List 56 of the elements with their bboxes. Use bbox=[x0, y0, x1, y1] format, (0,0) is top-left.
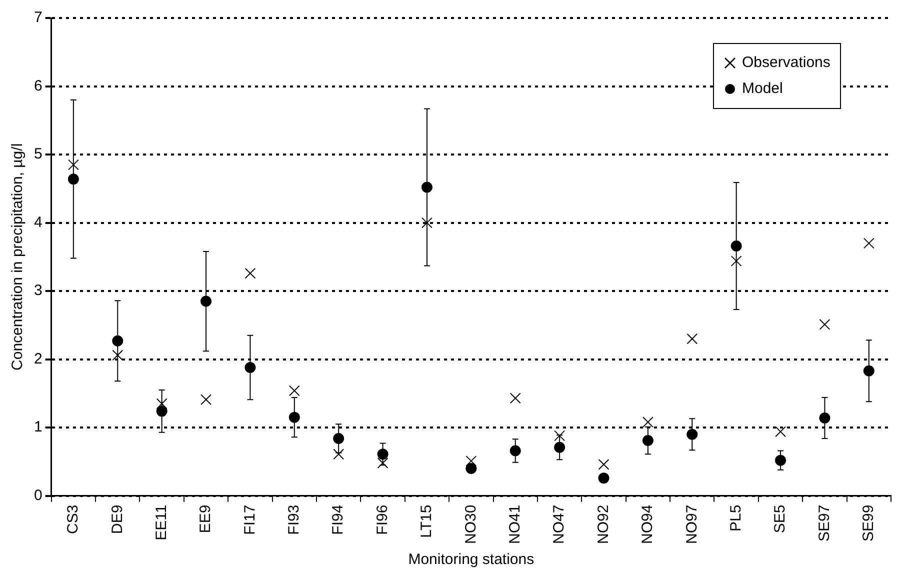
y-tick-label: 6 bbox=[34, 77, 42, 94]
x-tick-label: LT15 bbox=[418, 504, 436, 538]
x-tick-label: NO47 bbox=[550, 504, 568, 544]
x-tick-label: PL5 bbox=[727, 504, 744, 532]
x-tick-label: SE97 bbox=[816, 504, 833, 542]
y-tick-label: 7 bbox=[34, 9, 42, 26]
x-axis-title: Monitoring stations bbox=[408, 551, 534, 568]
x-tick-label: SE5 bbox=[772, 504, 789, 534]
point bbox=[775, 426, 786, 438]
point bbox=[598, 458, 610, 470]
point bbox=[68, 174, 79, 185]
point bbox=[68, 159, 79, 170]
x-tick-label: NO97 bbox=[683, 504, 700, 544]
x-tick-label: NO94 bbox=[639, 504, 656, 544]
point bbox=[244, 268, 256, 279]
point bbox=[200, 394, 212, 406]
point bbox=[554, 430, 566, 442]
point bbox=[819, 319, 830, 330]
x-tick-label: DE9 bbox=[108, 504, 126, 534]
point bbox=[863, 238, 874, 249]
x-tick-label: FI17 bbox=[241, 504, 258, 535]
x-tick-label: NO30 bbox=[462, 504, 480, 544]
legend-label: Model bbox=[742, 80, 783, 97]
x-tick-label: CS3 bbox=[64, 504, 82, 534]
y-tick-label: 1 bbox=[34, 418, 42, 436]
legend-label: Observations bbox=[742, 54, 830, 71]
point bbox=[466, 456, 477, 466]
point bbox=[730, 256, 742, 266]
x-tick-label: SE99 bbox=[860, 504, 878, 542]
point bbox=[333, 432, 344, 444]
point bbox=[422, 217, 432, 228]
point bbox=[112, 350, 124, 361]
x-tick-label: FI94 bbox=[330, 504, 347, 535]
y-tick-label: 0 bbox=[34, 486, 42, 504]
y-tick-label: 2 bbox=[34, 350, 42, 368]
y-tick-label: 4 bbox=[34, 214, 42, 231]
y-axis-title: Concentration in precipitation, µg/l bbox=[9, 143, 26, 370]
x-tick-label: EE11 bbox=[152, 504, 170, 540]
point bbox=[333, 448, 344, 460]
x-tick-label: NO92 bbox=[594, 504, 612, 544]
point bbox=[642, 435, 654, 446]
point bbox=[288, 412, 300, 423]
x-tick-label: FI93 bbox=[286, 504, 303, 535]
x-tick-label: FI96 bbox=[374, 504, 391, 535]
point bbox=[156, 398, 168, 410]
point bbox=[466, 463, 477, 474]
y-tick-label: 5 bbox=[34, 146, 42, 163]
x-tick-label: EE9 bbox=[197, 504, 214, 534]
point bbox=[598, 472, 610, 484]
point bbox=[642, 416, 654, 428]
point bbox=[377, 458, 388, 468]
point bbox=[686, 333, 698, 344]
y-tick-label: 3 bbox=[34, 282, 42, 300]
x-tick-label: NO41 bbox=[506, 504, 524, 544]
point bbox=[510, 392, 521, 404]
point bbox=[288, 385, 300, 396]
